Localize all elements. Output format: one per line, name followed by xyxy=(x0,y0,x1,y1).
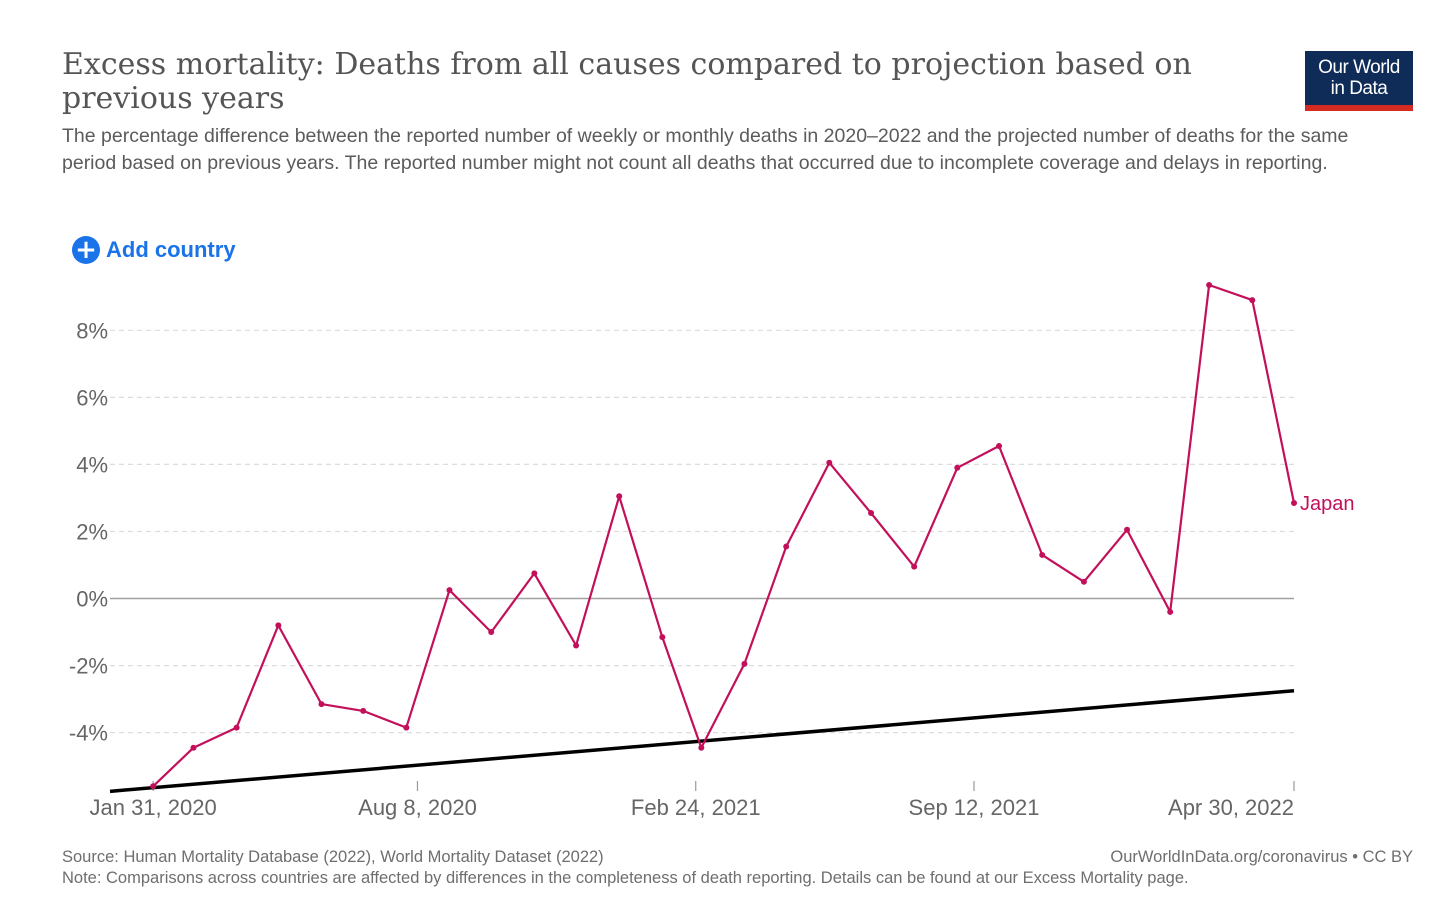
data-point xyxy=(403,724,410,731)
footer-link[interactable]: OurWorldInData.org/coronavirus • CC BY xyxy=(1110,848,1413,866)
series-layer[interactable]: Japan xyxy=(150,282,1355,790)
data-point xyxy=(233,724,240,731)
data-point xyxy=(275,622,282,629)
series-label-japan: Japan xyxy=(1300,493,1355,515)
trendline xyxy=(109,688,1295,794)
x-axis: Jan 31, 2020 Aug 8, 2020 Feb 24, 2021 Sep 1… xyxy=(90,781,1295,820)
footer-note: Note: Comparisons across countries are a… xyxy=(62,869,1189,887)
data-point xyxy=(1291,499,1297,506)
y-tick-label: 8% xyxy=(76,318,108,343)
data-point xyxy=(698,744,705,751)
plus-circle-icon: + xyxy=(72,236,100,264)
add-country-label: Add country xyxy=(106,237,236,262)
y-tick-label: 2% xyxy=(76,519,108,544)
y-tick-label: 6% xyxy=(76,385,108,410)
chart-subtitle: The percentage difference between the re… xyxy=(62,125,1349,174)
data-point xyxy=(150,783,157,790)
data-point xyxy=(659,634,666,641)
data-point xyxy=(1206,282,1213,289)
grid xyxy=(110,329,1294,734)
data-point xyxy=(318,701,325,708)
owid-logo[interactable]: Our World in Data xyxy=(1305,51,1413,111)
x-tick-label: Feb 24, 2021 xyxy=(631,795,761,820)
trendline-layer xyxy=(109,688,1295,794)
chart-title: Excess mortality: Deaths from all causes… xyxy=(62,47,1192,116)
data-point xyxy=(783,543,790,550)
x-tick-label: Sep 12, 2021 xyxy=(909,795,1040,820)
data-point xyxy=(488,629,495,636)
data-point xyxy=(826,459,833,466)
y-tick-label: 0% xyxy=(76,587,108,612)
data-point xyxy=(1249,297,1256,304)
data-point xyxy=(190,744,197,751)
data-point xyxy=(360,707,367,714)
footer-source: Source: Human Mortality Database (2022),… xyxy=(62,848,604,866)
data-point xyxy=(868,510,875,517)
logo-line-2: in Data xyxy=(1330,78,1388,99)
y-tick-label: 4% xyxy=(76,452,108,477)
data-point xyxy=(996,442,1003,449)
data-point xyxy=(573,642,580,649)
data-point xyxy=(531,570,538,577)
y-tick-label: -4% xyxy=(69,721,108,746)
data-point xyxy=(1039,551,1046,558)
data-point xyxy=(1080,578,1087,585)
x-tick-label: Jan 31, 2020 xyxy=(90,795,217,820)
series-line-japan xyxy=(152,283,1296,788)
x-tick-label: Aug 8, 2020 xyxy=(358,795,477,820)
data-point xyxy=(1124,526,1131,533)
data-point xyxy=(1167,608,1174,615)
data-point xyxy=(741,660,748,667)
logo-line-1: Our World xyxy=(1318,57,1400,78)
x-tick-label: Apr 30, 2022 xyxy=(1168,795,1294,820)
y-tick-label: -2% xyxy=(69,654,108,679)
data-point xyxy=(911,563,918,570)
y-axis: -4% -2% 0% 2% 4% 6% 8% xyxy=(69,318,108,745)
data-point xyxy=(954,464,961,471)
data-point xyxy=(616,493,623,500)
data-point xyxy=(446,587,453,594)
add-country-button[interactable]: + Add country xyxy=(72,235,236,265)
